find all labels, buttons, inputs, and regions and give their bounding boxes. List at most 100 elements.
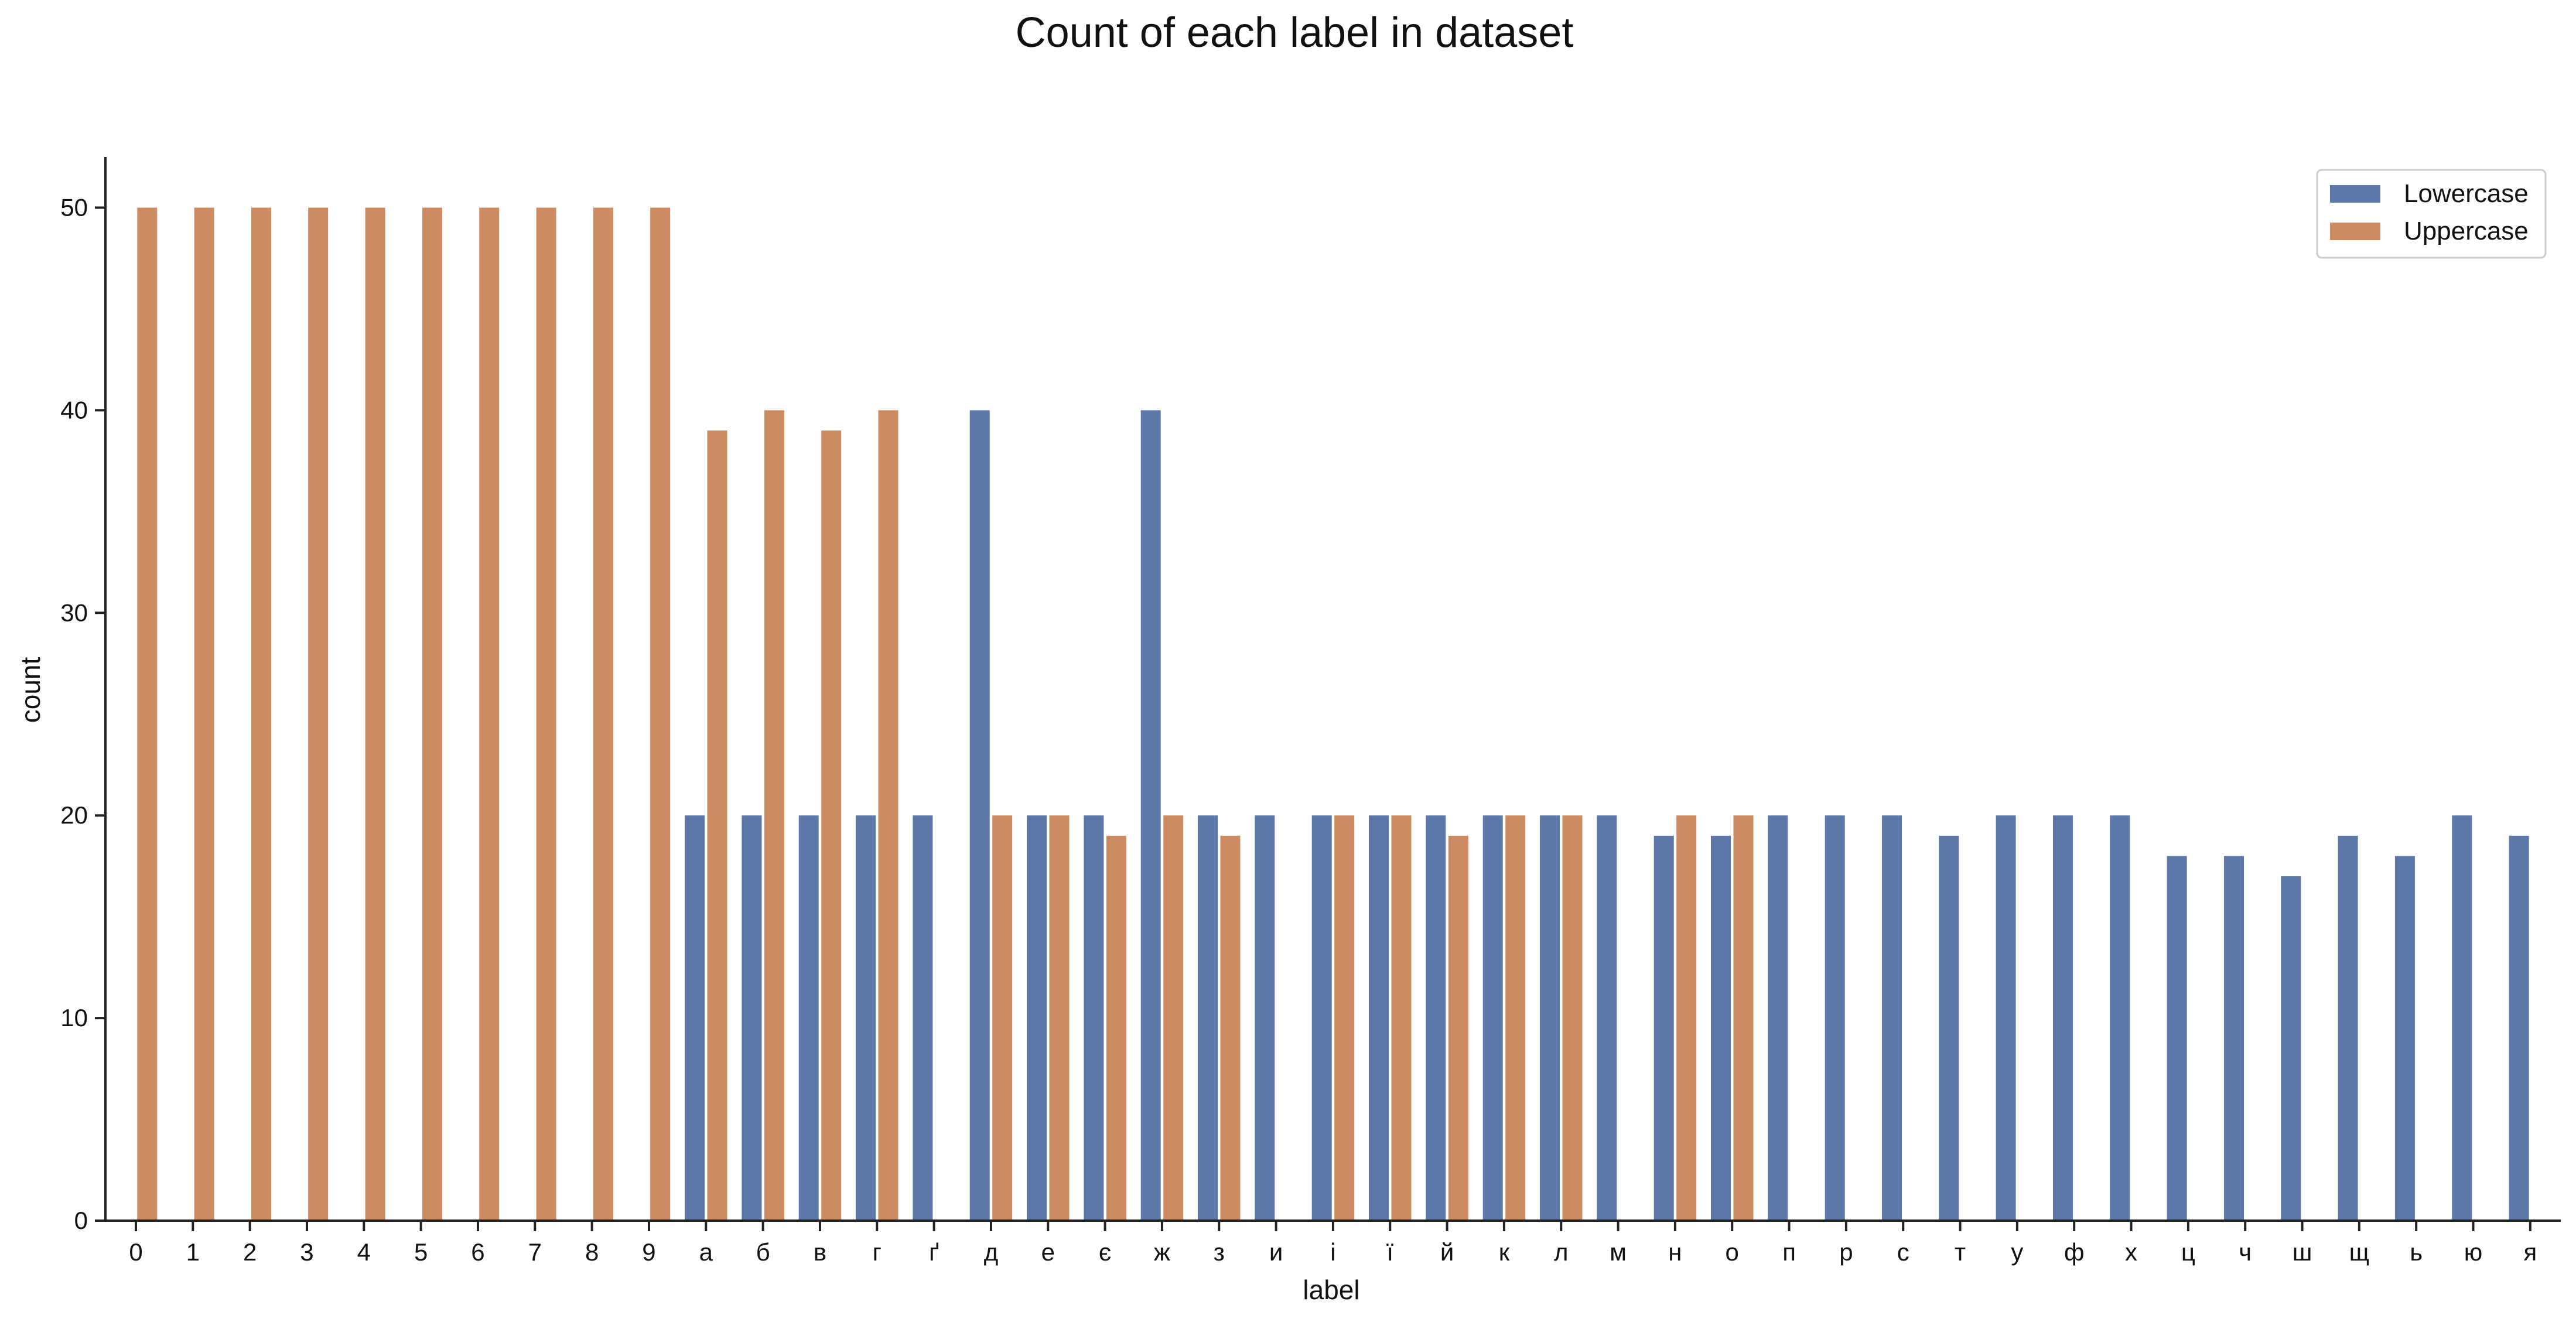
x-tick-label-39: щ [2349, 1238, 2370, 1266]
bar-lowercase-10 [685, 815, 705, 1221]
x-tick-label-26: м [1610, 1238, 1627, 1266]
bar-lowercase-14 [913, 815, 933, 1221]
legend-swatch-lowercase [2330, 185, 2380, 203]
bar-lowercase-12 [798, 815, 819, 1221]
bar-lowercase-25 [1540, 815, 1560, 1221]
bar-uppercase-9 [650, 207, 671, 1221]
bar-uppercase-13 [878, 410, 898, 1221]
x-tick-label-32: т [1955, 1238, 1966, 1266]
x-tick-label-31: с [1897, 1238, 1909, 1266]
bar-lowercase-37 [2224, 856, 2244, 1221]
y-tick-label-2: 20 [60, 801, 88, 829]
x-tick-label-9: 9 [642, 1238, 655, 1266]
bar-uppercase-18 [1163, 815, 1184, 1221]
bar-lowercase-16 [1027, 815, 1047, 1221]
bar-lowercase-42 [2509, 835, 2529, 1221]
y-tick-label-3: 30 [60, 599, 88, 626]
bar-lowercase-22 [1369, 815, 1389, 1221]
x-tick-label-27: н [1668, 1238, 1682, 1266]
x-tick-label-3: 3 [300, 1238, 313, 1266]
x-tick-label-14: ґ [929, 1238, 939, 1266]
x-tick-label-8: 8 [585, 1238, 599, 1266]
y-tick-label-4: 40 [60, 396, 88, 423]
bar-lowercase-39 [2338, 835, 2358, 1221]
bar-lowercase-18 [1140, 410, 1161, 1221]
x-tick-label-4: 4 [357, 1238, 371, 1266]
bar-lowercase-28 [1711, 835, 1731, 1221]
bar-uppercase-22 [1391, 815, 1412, 1221]
legend-swatch-uppercase [2330, 223, 2380, 240]
x-axis-label: label [1303, 1275, 1359, 1305]
bar-uppercase-8 [593, 207, 613, 1221]
bar-uppercase-11 [764, 410, 784, 1221]
x-tick-label-42: я [2523, 1238, 2537, 1266]
bars-group [137, 207, 2529, 1221]
x-tick-label-10: а [699, 1238, 713, 1266]
bar-uppercase-2 [251, 207, 271, 1221]
bar-uppercase-4 [365, 207, 385, 1221]
x-tick-label-23: й [1440, 1238, 1454, 1266]
bar-lowercase-33 [1996, 815, 2016, 1221]
x-tick-label-36: ц [2181, 1238, 2195, 1266]
bar-lowercase-23 [1426, 815, 1446, 1221]
bar-uppercase-19 [1220, 835, 1241, 1221]
x-tick-label-20: и [1269, 1238, 1283, 1266]
x-tick-label-2: 2 [243, 1238, 257, 1266]
x-tick-label-11: б [756, 1238, 770, 1266]
bar-lowercase-35 [2110, 815, 2130, 1221]
bar-uppercase-0 [137, 207, 158, 1221]
bar-lowercase-41 [2452, 815, 2472, 1221]
bar-lowercase-29 [1768, 815, 1788, 1221]
bar-uppercase-10 [707, 431, 727, 1221]
x-tick-label-35: х [2125, 1238, 2137, 1266]
x-tick-label-5: 5 [414, 1238, 428, 1266]
bar-lowercase-21 [1311, 815, 1332, 1221]
x-tick-label-37: ч [2239, 1238, 2252, 1266]
y-axis-label: count [15, 657, 46, 723]
bar-uppercase-28 [1733, 815, 1754, 1221]
bar-uppercase-24 [1505, 815, 1526, 1221]
x-tick-label-19: з [1214, 1238, 1225, 1266]
x-tick-label-21: і [1330, 1238, 1335, 1266]
bar-uppercase-1 [194, 207, 214, 1221]
bar-lowercase-20 [1255, 815, 1275, 1221]
x-tick-label-18: ж [1154, 1238, 1170, 1266]
bar-uppercase-23 [1448, 835, 1468, 1221]
bar-uppercase-7 [536, 207, 556, 1221]
bar-lowercase-40 [2394, 856, 2415, 1221]
x-tick-label-40: ь [2410, 1238, 2423, 1266]
x-tick-label-17: є [1099, 1238, 1111, 1266]
x-tick-label-25: л [1554, 1238, 1569, 1266]
y-tick-label-0: 0 [74, 1207, 88, 1234]
bar-uppercase-12 [821, 431, 842, 1221]
bar-uppercase-16 [1049, 815, 1070, 1221]
bar-lowercase-13 [856, 815, 876, 1221]
y-ticks-group: 0 10 20 30 40 50 [60, 193, 105, 1234]
bar-lowercase-34 [2053, 815, 2073, 1221]
x-tick-label-38: ш [2293, 1238, 2312, 1266]
x-tick-label-15: д [984, 1238, 999, 1266]
bar-lowercase-38 [2281, 876, 2301, 1221]
bar-lowercase-15 [969, 410, 990, 1221]
bar-uppercase-25 [1562, 815, 1583, 1221]
legend-label-uppercase: Uppercase [2404, 217, 2529, 245]
x-tick-label-34: ф [2064, 1238, 2085, 1266]
x-tick-label-0: 0 [129, 1238, 142, 1266]
bar-uppercase-17 [1106, 835, 1126, 1221]
bar-uppercase-15 [992, 815, 1013, 1221]
x-tick-label-33: у [2011, 1238, 2023, 1266]
x-tick-label-28: о [1726, 1238, 1739, 1266]
bar-uppercase-27 [1676, 815, 1697, 1221]
bar-uppercase-5 [422, 207, 442, 1221]
x-tick-label-29: п [1782, 1238, 1796, 1266]
bar-lowercase-27 [1653, 835, 1674, 1221]
bar-lowercase-36 [2167, 856, 2187, 1221]
bar-lowercase-26 [1597, 815, 1617, 1221]
bar-lowercase-17 [1084, 815, 1104, 1221]
bar-uppercase-6 [479, 207, 500, 1221]
x-tick-label-6: 6 [471, 1238, 484, 1266]
bar-lowercase-19 [1198, 815, 1218, 1221]
bar-lowercase-24 [1482, 815, 1503, 1221]
x-ticks-group: 0 1 2 3 4 5 6 7 8 9 а б в г ґ д е є ж з и і ї й к л м н о п р с т у ф х ц ч ш щ… [129, 1221, 2537, 1266]
